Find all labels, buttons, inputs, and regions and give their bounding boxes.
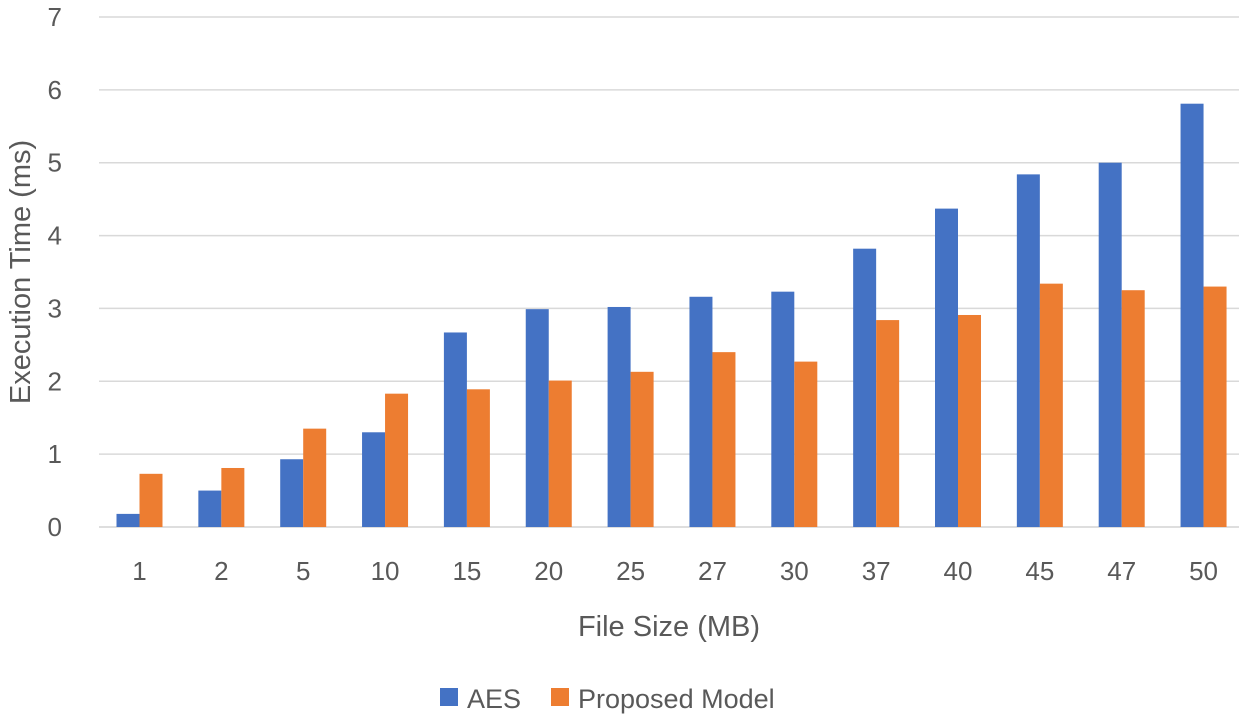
bars: [116, 103, 1227, 527]
x-tick-label: 47: [1107, 556, 1136, 586]
y-tick-label: 4: [48, 221, 62, 251]
x-axis-tick-labels: 1 2 5 10 15 20 25 27 30 37 40 45 47 50: [132, 556, 1218, 586]
legend-swatch-aes: [440, 688, 458, 706]
y-tick-label: 2: [48, 366, 62, 396]
y-axis-title: Execution Time (ms): [5, 140, 37, 404]
bar-proposed-model-37: [876, 320, 900, 527]
bar-proposed-model-30: [794, 361, 818, 527]
y-tick-label: 5: [48, 148, 62, 178]
bar-aes-40: [935, 208, 958, 527]
bar-proposed-model-45: [1039, 283, 1063, 527]
legend: AES Proposed Model: [440, 684, 775, 714]
bar-aes-27: [689, 296, 713, 527]
bar-aes-50: [1180, 103, 1204, 527]
x-tick-label: 15: [452, 556, 481, 586]
legend-swatch-proposed-model: [551, 688, 569, 706]
x-tick-label: 45: [1025, 556, 1054, 586]
bar-proposed-model-15: [466, 389, 490, 527]
bar-proposed-model-40: [958, 314, 981, 527]
x-tick-label: 5: [296, 556, 310, 586]
bar-aes-5: [280, 459, 304, 527]
legend-label-proposed-model: Proposed Model: [578, 684, 775, 714]
y-tick-label: 7: [48, 2, 62, 32]
x-tick-label: 25: [616, 556, 645, 586]
bar-aes-15: [443, 332, 467, 527]
bar-aes-1: [116, 513, 140, 527]
x-tick-label: 20: [534, 556, 563, 586]
bar-aes-47: [1098, 162, 1122, 527]
bar-aes-30: [771, 291, 795, 527]
bar-aes-2: [198, 490, 222, 527]
bar-aes-10: [362, 432, 386, 527]
bar-aes-45: [1016, 174, 1040, 527]
bar-aes-20: [525, 309, 549, 527]
x-tick-label: 2: [214, 556, 228, 586]
bar-proposed-model-25: [630, 371, 654, 527]
x-tick-label: 40: [944, 556, 973, 586]
x-tick-label: 37: [862, 556, 891, 586]
bar-aes-25: [607, 306, 631, 527]
grid-lines: [99, 16, 1239, 528]
bar-proposed-model-50: [1203, 286, 1227, 527]
x-axis-title: File Size (MB): [578, 611, 760, 643]
bar-proposed-model-2: [221, 467, 245, 527]
y-tick-label: 3: [48, 293, 62, 323]
bar-proposed-model-47: [1121, 290, 1145, 527]
y-tick-label: 1: [48, 439, 62, 469]
x-tick-label: 10: [371, 556, 400, 586]
x-tick-label: 50: [1189, 556, 1218, 586]
y-tick-label: 6: [48, 75, 62, 105]
bar-proposed-model-27: [712, 352, 736, 527]
bar-proposed-model-1: [139, 473, 163, 527]
x-tick-label: 30: [780, 556, 809, 586]
bar-proposed-model-10: [385, 393, 409, 527]
legend-label-aes: AES: [467, 684, 521, 714]
bar-proposed-model-20: [548, 380, 572, 527]
bar-aes-37: [853, 248, 877, 527]
y-axis-tick-labels: 0 1 2 3 4 5 6 7: [48, 2, 62, 542]
x-tick-label: 27: [698, 556, 727, 586]
x-tick-label: 1: [132, 556, 146, 586]
y-tick-label: 0: [48, 512, 62, 542]
bar-proposed-model-5: [303, 428, 327, 527]
